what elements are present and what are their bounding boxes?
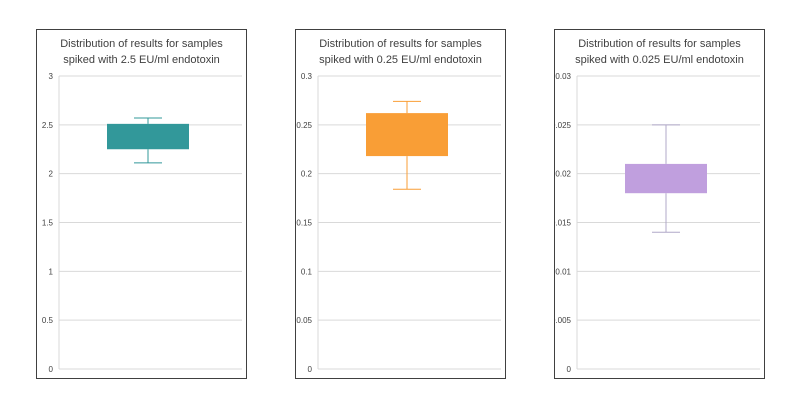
- chart-panel-2: Distribution of results for samples spik…: [295, 29, 506, 379]
- chart-title-line-1: Distribution of results for samples: [60, 38, 223, 50]
- y-tick-label: 1.5: [42, 219, 54, 228]
- y-tick-label: 0.01: [555, 267, 571, 276]
- y-tick-label: 0: [49, 365, 54, 374]
- chart-title: Distribution of results for samples spik…: [37, 36, 246, 68]
- y-tick-label: 0.5: [42, 316, 54, 325]
- chart-title-line-2: spiked with 2.5 EU/ml endotoxin: [63, 54, 220, 66]
- chart-title-line-1: Distribution of results for samples: [319, 38, 482, 50]
- y-tick-label: 0: [567, 365, 572, 374]
- chart-title: Distribution of results for samples spik…: [296, 36, 505, 68]
- y-tick-label: 0.1: [301, 267, 313, 276]
- y-tick-label: 0.3: [301, 72, 313, 81]
- box-plot-3: 0 0.005 0.01 0.015 0.02 0.025 0.03: [555, 72, 760, 374]
- y-tick-label: 0.25: [296, 121, 312, 130]
- iqr-box: [366, 113, 448, 157]
- chart-title-line-1: Distribution of results for samples: [578, 38, 741, 50]
- iqr-box: [625, 163, 707, 194]
- chart-panel-1: Distribution of results for samples spik…: [36, 29, 247, 379]
- y-tick-label: 2.5: [42, 121, 54, 130]
- y-tick-label: 0.2: [301, 170, 313, 179]
- y-tick-label: 0.15: [296, 219, 312, 228]
- y-tick-label: 0.05: [296, 316, 312, 325]
- chart-title-line-2: spiked with 0.025 EU/ml endotoxin: [575, 54, 744, 66]
- box-plot-2: 0 0.05 0.1 0.15 0.2 0.25 0.3: [296, 72, 501, 374]
- y-tick-label: 0.02: [555, 170, 571, 179]
- chart-panel-3: Distribution of results for samples spik…: [554, 29, 765, 379]
- y-tick-label: 0.03: [555, 72, 571, 81]
- iqr-box: [107, 123, 189, 150]
- y-tick-label: 2: [49, 170, 54, 179]
- y-tick-label: 0.005: [555, 316, 572, 325]
- y-tick-label: 3: [49, 72, 54, 81]
- y-tick-label: 0.015: [555, 219, 572, 228]
- chart-title-line-2: spiked with 0.25 EU/ml endotoxin: [319, 54, 482, 66]
- y-tick-label: 1: [49, 267, 54, 276]
- y-tick-label: 0.025: [555, 121, 572, 130]
- chart-title: Distribution of results for samples spik…: [555, 36, 764, 68]
- y-tick-label: 0: [308, 365, 313, 374]
- box-plot-1: 0 0.5 1 1.5 2 2.5 3: [42, 72, 242, 374]
